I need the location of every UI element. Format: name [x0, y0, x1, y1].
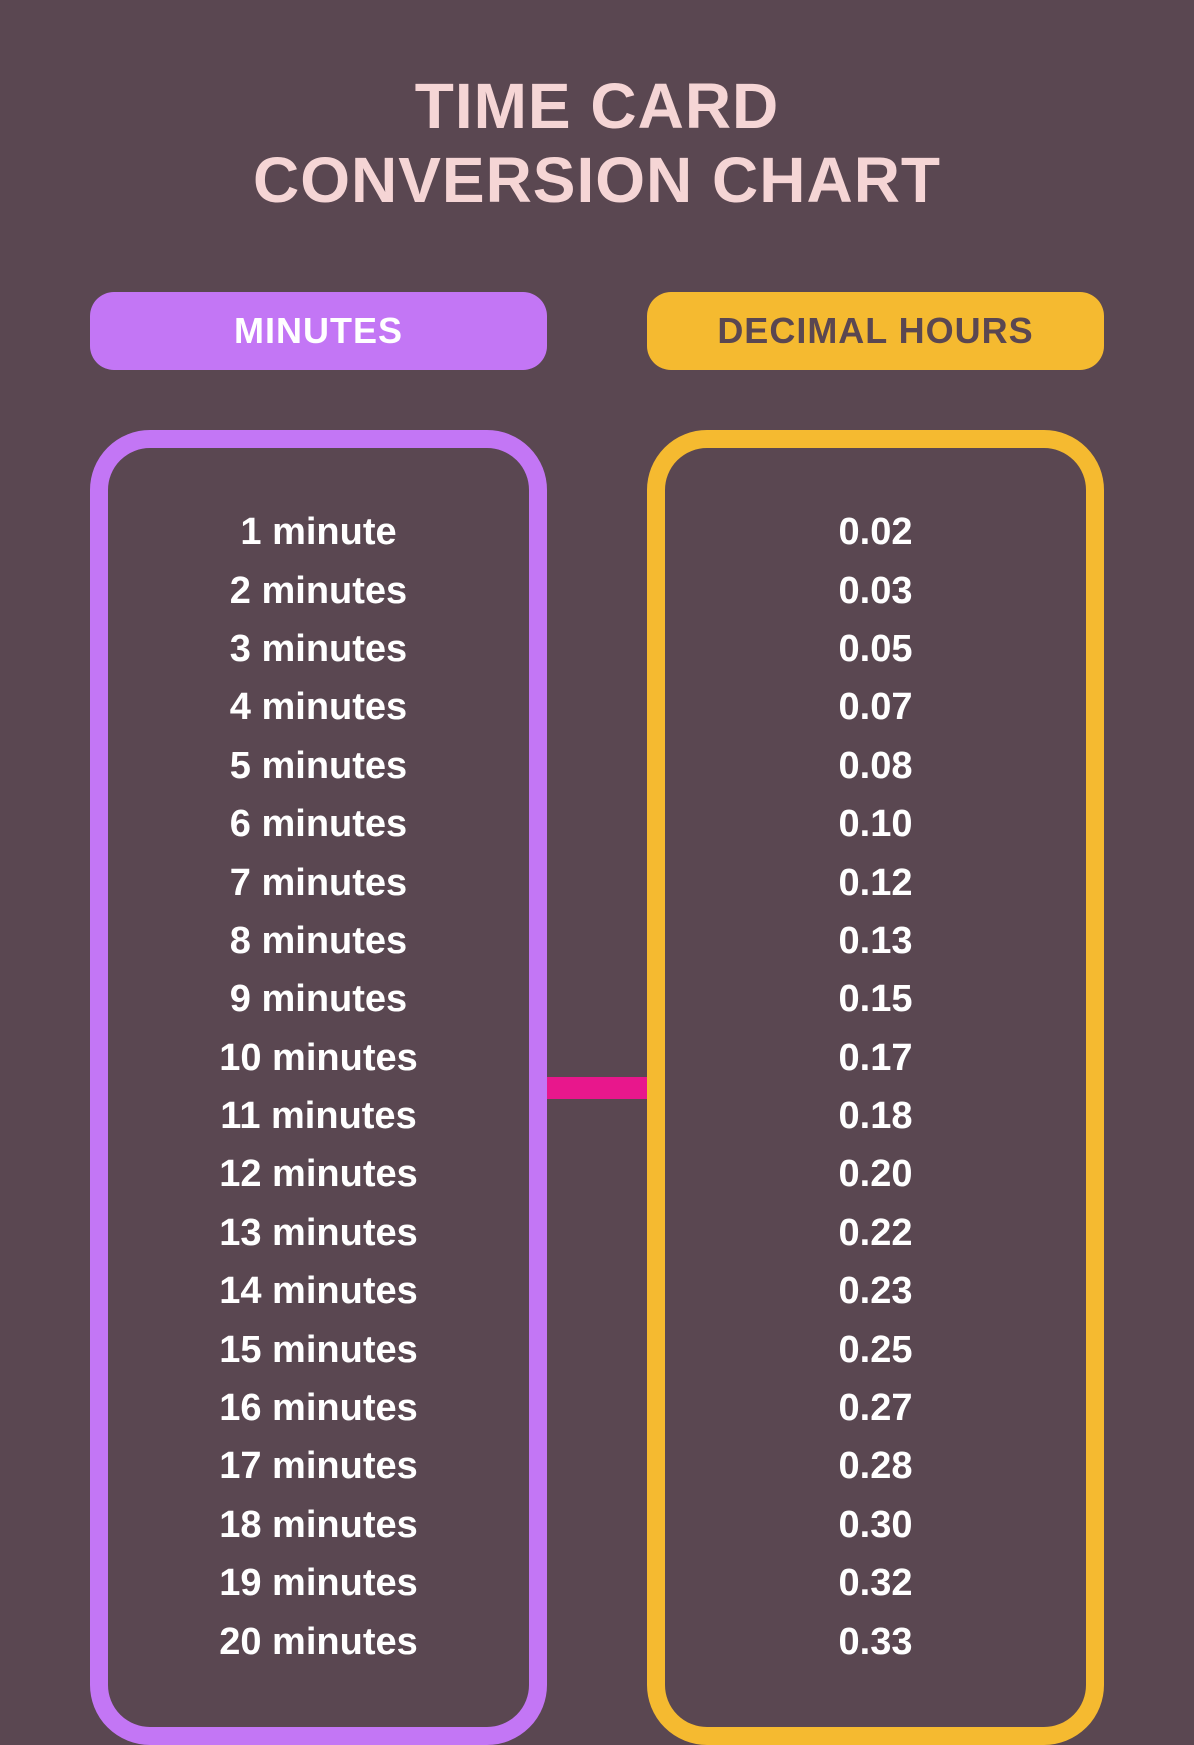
minutes-column: 1 minute 2 minutes 3 minutes 4 minutes 5 min…: [90, 430, 547, 1745]
decimal-value: 0.13: [839, 917, 913, 966]
minutes-value: 14 minutes: [219, 1267, 418, 1316]
decimal-value: 0.07: [839, 683, 913, 732]
minutes-value: 16 minutes: [219, 1384, 418, 1433]
headers-row: MINUTES DECIMAL HOURS: [90, 292, 1104, 370]
decimal-value: 0.12: [839, 859, 913, 908]
minutes-value: 9 minutes: [230, 975, 407, 1024]
minutes-value: 15 minutes: [219, 1326, 418, 1375]
minutes-value: 20 minutes: [219, 1618, 418, 1667]
decimal-value: 0.17: [839, 1034, 913, 1083]
minutes-list: 1 minute 2 minutes 3 minutes 4 minutes 5 min…: [128, 508, 509, 1667]
minutes-value: 2 minutes: [230, 567, 407, 616]
columns-row: 1 minute 2 minutes 3 minutes 4 minutes 5 min…: [90, 430, 1104, 1745]
chart-title: TIME CARD CONVERSION CHART: [90, 70, 1104, 217]
decimal-value: 0.10: [839, 800, 913, 849]
decimal-list: 0.02 0.03 0.05 0.07 0.08 0.10 0.12 0.13 0.15 0.17…: [685, 508, 1066, 1667]
decimal-value: 0.30: [839, 1501, 913, 1550]
minutes-value: 6 minutes: [230, 800, 407, 849]
minutes-value: 3 minutes: [230, 625, 407, 674]
decimal-header: DECIMAL HOURS: [647, 292, 1104, 370]
decimal-value: 0.27: [839, 1384, 913, 1433]
minutes-value: 19 minutes: [219, 1559, 418, 1608]
minutes-value: 1 minute: [240, 508, 396, 557]
minutes-value: 7 minutes: [230, 859, 407, 908]
decimal-value: 0.28: [839, 1442, 913, 1491]
minutes-value: 4 minutes: [230, 683, 407, 732]
decimal-value: 0.18: [839, 1092, 913, 1141]
decimal-value: 0.23: [839, 1267, 913, 1316]
title-line-2: CONVERSION CHART: [253, 144, 941, 216]
minutes-value: 11 minutes: [220, 1092, 416, 1141]
title-line-1: TIME CARD: [415, 70, 780, 142]
decimal-value: 0.20: [839, 1150, 913, 1199]
minutes-value: 17 minutes: [219, 1442, 418, 1491]
minutes-value: 18 minutes: [219, 1501, 418, 1550]
chart-container: TIME CARD CONVERSION CHART MINUTES DECIM…: [0, 0, 1194, 1684]
minutes-value: 5 minutes: [230, 742, 407, 791]
minutes-value: 13 minutes: [219, 1209, 418, 1258]
decimal-value: 0.32: [839, 1559, 913, 1608]
decimal-column: 0.02 0.03 0.05 0.07 0.08 0.10 0.12 0.13 0.15 0.17…: [647, 430, 1104, 1745]
decimal-value: 0.02: [839, 508, 913, 557]
decimal-value: 0.25: [839, 1326, 913, 1375]
minutes-value: 8 minutes: [230, 917, 407, 966]
decimal-value: 0.15: [839, 975, 913, 1024]
decimal-value: 0.08: [839, 742, 913, 791]
decimal-value: 0.22: [839, 1209, 913, 1258]
minutes-value: 10 minutes: [219, 1034, 418, 1083]
decimal-value: 0.03: [839, 567, 913, 616]
decimal-value: 0.33: [839, 1618, 913, 1667]
minutes-value: 12 minutes: [219, 1150, 418, 1199]
decimal-value: 0.05: [839, 625, 913, 674]
minutes-header: MINUTES: [90, 292, 547, 370]
